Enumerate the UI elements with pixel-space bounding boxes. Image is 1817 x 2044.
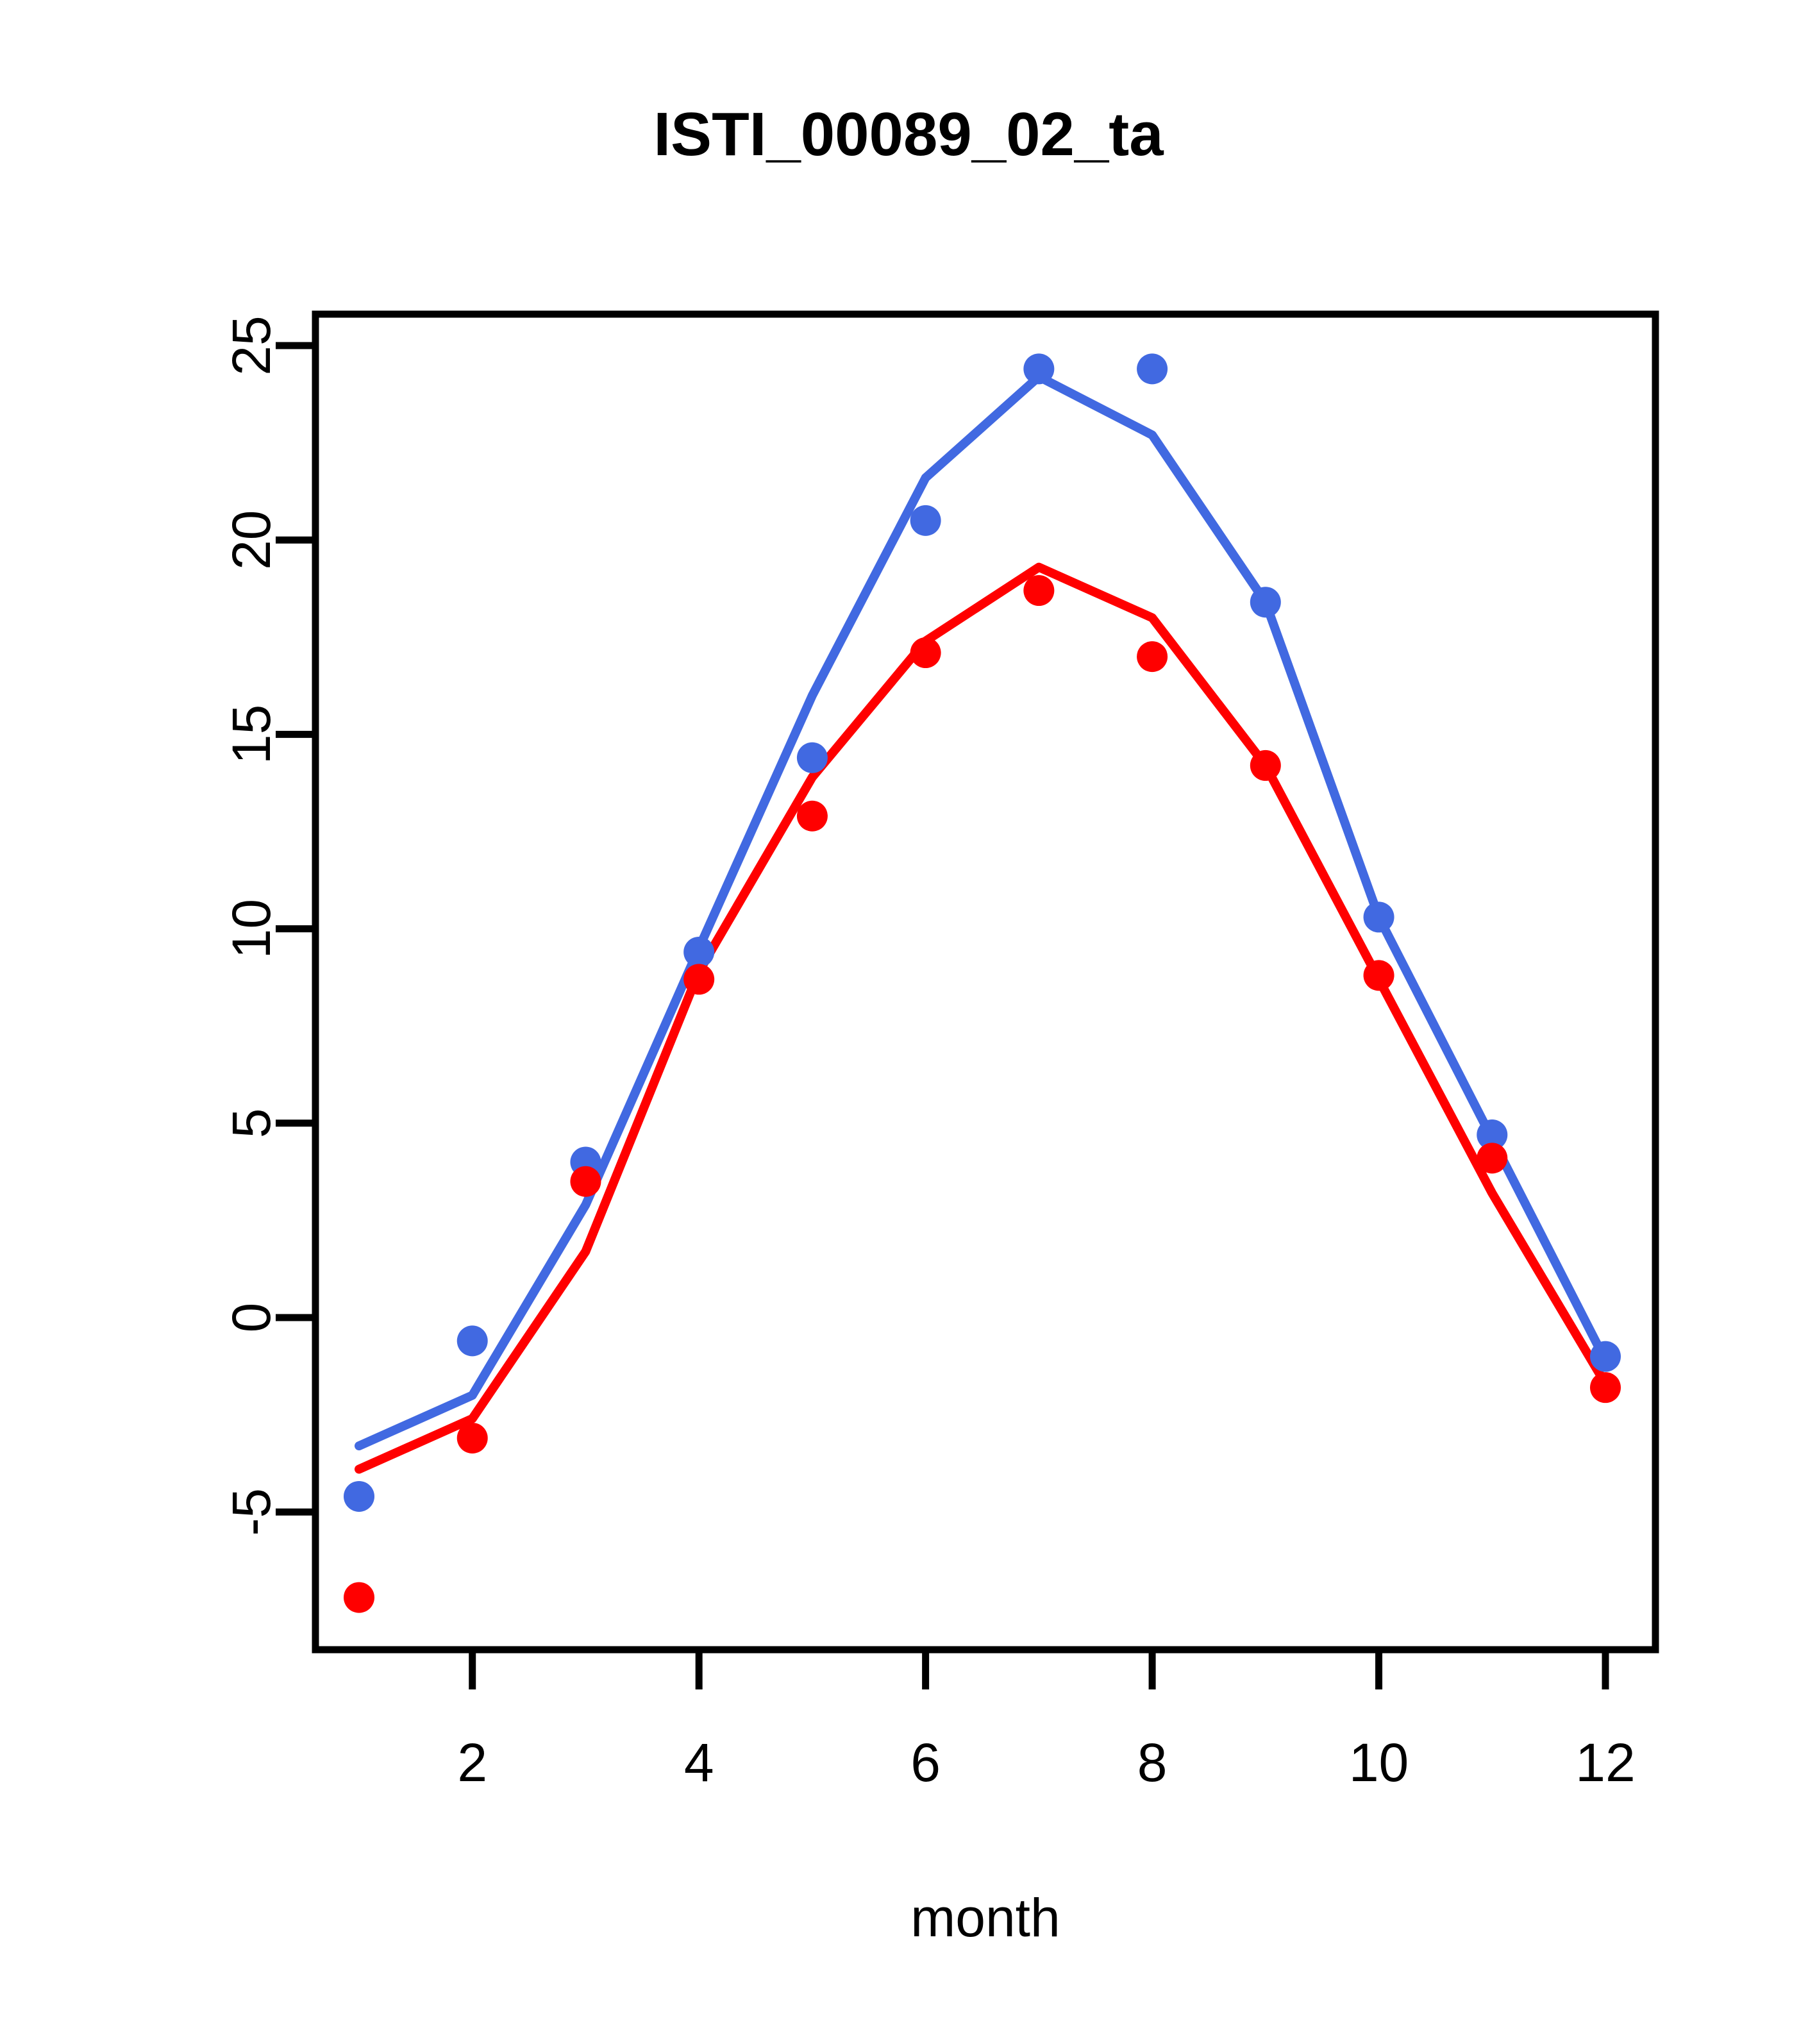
data-point xyxy=(1363,960,1394,991)
data-point xyxy=(683,936,715,968)
series-points xyxy=(344,353,1621,1613)
data-point xyxy=(456,1325,488,1357)
data-point xyxy=(1477,1119,1508,1150)
data-point xyxy=(1023,353,1055,385)
data-point xyxy=(1363,901,1394,933)
data-point xyxy=(1250,750,1281,781)
x-tick-label: 4 xyxy=(684,1732,714,1793)
x-tick-label: 10 xyxy=(1349,1732,1409,1793)
plot-frame xyxy=(312,310,1659,1654)
data-point xyxy=(344,1582,374,1613)
y-tick-label: 15 xyxy=(221,705,281,764)
data-point xyxy=(1590,1341,1621,1372)
x-axis-tick-labels: 2 4 6 8 10 12 xyxy=(457,1732,1635,1793)
data-point xyxy=(344,1480,374,1512)
plot-border xyxy=(312,310,1659,1654)
data-point xyxy=(1250,587,1281,618)
y-tick-label: 10 xyxy=(221,899,281,959)
page-title: ISTI_00089_02_ta xyxy=(653,100,1164,169)
data-point xyxy=(910,505,941,536)
series-lines xyxy=(355,372,1610,1474)
series-line-blue-line xyxy=(355,372,1610,1451)
data-point xyxy=(1137,641,1168,673)
data-point xyxy=(1477,1143,1508,1174)
data-point xyxy=(1137,353,1168,385)
x-tick-label: 12 xyxy=(1575,1732,1635,1793)
y-tick-label: -5 xyxy=(221,1488,281,1536)
y-axis-tick-labels: -5 0 5 10 15 20 25 xyxy=(221,315,281,1536)
y-axis-ticks xyxy=(276,342,315,1516)
data-point xyxy=(456,1422,488,1453)
data-point xyxy=(570,1166,601,1197)
data-point xyxy=(910,637,941,669)
x-axis-ticks xyxy=(469,1650,1609,1689)
x-axis-title: month xyxy=(910,1888,1060,1948)
x-tick-label: 8 xyxy=(1137,1732,1168,1793)
data-point xyxy=(1023,575,1055,607)
data-point xyxy=(796,800,828,832)
x-tick-label: 2 xyxy=(457,1732,487,1793)
y-tick-label: 25 xyxy=(221,315,281,375)
data-point xyxy=(1590,1372,1621,1403)
y-tick-label: 5 xyxy=(221,1108,281,1138)
y-tick-label: 0 xyxy=(221,1303,281,1333)
data-point xyxy=(683,964,715,995)
y-tick-label: 20 xyxy=(221,510,281,569)
series-line-red-line xyxy=(355,562,1610,1474)
data-point xyxy=(796,742,828,773)
x-tick-label: 6 xyxy=(910,1732,941,1793)
